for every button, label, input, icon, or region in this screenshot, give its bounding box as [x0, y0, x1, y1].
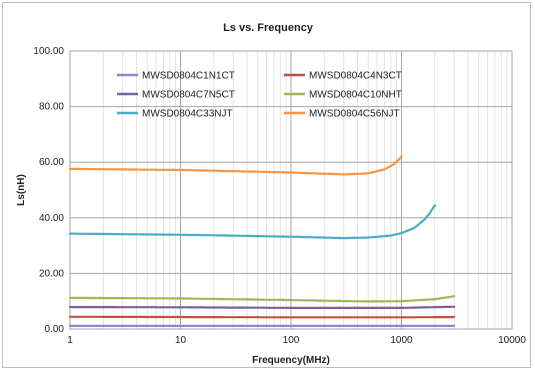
series-line-mwsd0804c10nht [68, 295, 456, 303]
legend-label: MWSD0804C33NJT [142, 109, 233, 120]
series-line-mwsd0804c7n5ct [68, 305, 456, 309]
x-tick-label: 1000 [390, 335, 413, 346]
x-axis-label: Frequency(MHz) [252, 355, 330, 366]
series-layer [68, 155, 456, 327]
x-tick-label: 100 [283, 335, 300, 346]
y-tick-label: 100.00 [33, 46, 64, 57]
ls-frequency-chart: Ls vs. Frequency 1 10 100 1000 10000 0.00 20.0… [16, 22, 526, 366]
series-line-mwsd0804c4n3ct [68, 315, 456, 319]
x-tick-label: 10000 [498, 335, 526, 346]
axis-ticks: 1 10 100 1000 10000 0.00 20.00 40.00 60.00 80.00 1… [33, 46, 526, 346]
y-axis-label: Ls(nH) [16, 174, 27, 206]
legend-label: MWSD0804C10NHT [309, 90, 402, 101]
y-tick-label: 40.00 [39, 213, 64, 224]
y-tick-label: 20.00 [39, 268, 64, 279]
series-line-mwsd0804c56njt [68, 155, 403, 176]
grid-lines [69, 50, 513, 330]
chart-frame: Ls vs. Frequency 1 10 100 1000 10000 0.00 20.0… [2, 2, 531, 368]
legend-label: MWSD0804C4N3CT [309, 71, 402, 82]
y-tick-label: 0.00 [45, 324, 65, 335]
y-tick-label: 60.00 [39, 157, 64, 168]
legend: MWSD0804C1N1CT MWSD0804C4N3CT MWSD0804C7N5… [117, 71, 402, 120]
legend-label: MWSD0804C1N1CT [142, 71, 235, 82]
legend-label: MWSD0804C7N5CT [142, 90, 235, 101]
legend-label: MWSD0804C56NJT [309, 109, 400, 120]
chart-title: Ls vs. Frequency [223, 22, 314, 34]
series-line-mwsd0804c33njt [68, 204, 436, 240]
x-tick-label: 1 [67, 335, 73, 346]
x-tick-label: 10 [175, 335, 187, 346]
y-tick-label: 80.00 [39, 102, 64, 113]
